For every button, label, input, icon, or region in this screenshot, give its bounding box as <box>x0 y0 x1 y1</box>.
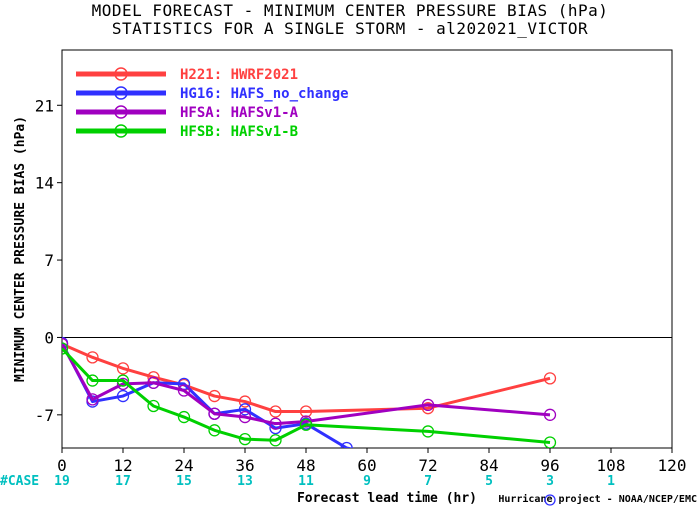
data-point <box>177 384 191 397</box>
legend-marker <box>114 86 128 100</box>
case-count: 1 <box>607 474 615 489</box>
case-count: 3 <box>546 474 554 489</box>
case-count: 19 <box>54 474 70 489</box>
case-count: 15 <box>176 474 192 489</box>
data-point <box>116 362 130 375</box>
legend-label: H221: HWRF2021 <box>180 67 298 83</box>
case-count: 13 <box>237 474 253 489</box>
data-point <box>238 433 252 446</box>
x-tick-label: 60 <box>357 456 376 475</box>
x-tick-label: 48 <box>296 456 315 475</box>
series-line <box>62 342 551 414</box>
data-point <box>269 434 282 447</box>
data-point <box>62 337 69 351</box>
data-point <box>543 436 557 448</box>
x-tick-label: 24 <box>174 456 193 475</box>
case-count: 5 <box>485 474 493 489</box>
case-count: 9 <box>363 474 371 489</box>
x-tick-label: 108 <box>597 456 626 475</box>
data-point <box>421 425 435 438</box>
data-point <box>116 389 130 403</box>
data-point <box>208 407 221 420</box>
data-point <box>269 405 282 418</box>
data-point <box>299 405 313 418</box>
data-point <box>177 410 191 424</box>
data-point <box>238 410 252 424</box>
y-tick-label: 21 <box>35 96 54 115</box>
data-point <box>421 398 435 412</box>
x-tick-label: 12 <box>113 456 132 475</box>
data-point <box>62 342 69 355</box>
x-tick-label: 0 <box>57 456 67 475</box>
series-line <box>62 343 551 426</box>
legend-label: HG16: HAFS_no_change <box>180 86 349 102</box>
data-point <box>208 424 221 437</box>
data-point <box>269 417 282 430</box>
x-tick-label: 84 <box>479 456 498 475</box>
chart-subtitle: STATISTICS FOR A SINGLE STORM - al202021… <box>111 19 589 38</box>
x-axis-label: Forecast lead time (hr) <box>297 491 477 506</box>
data-point <box>147 399 160 413</box>
data-point <box>86 351 99 364</box>
case-label: #CASE <box>0 474 39 489</box>
data-point <box>238 403 252 416</box>
case-count: 7 <box>424 474 432 489</box>
y-tick-label: 14 <box>35 174 54 193</box>
data-point <box>299 418 313 431</box>
x-tick-label: 96 <box>540 456 559 475</box>
legend-label: HFSB: HAFSv1-B <box>180 124 298 140</box>
data-point <box>543 408 557 421</box>
legend-label: HFSA: HAFSv1-A <box>180 105 299 121</box>
data-point <box>421 402 435 415</box>
y-tick-label: 7 <box>44 251 54 270</box>
data-point <box>147 376 160 389</box>
x-tick-label: 120 <box>658 456 687 475</box>
data-point <box>86 393 99 406</box>
data-point <box>208 389 221 403</box>
x-tick-label: 36 <box>235 456 254 475</box>
legend-marker <box>114 124 128 138</box>
data-point <box>116 374 130 387</box>
y-tick-label: 0 <box>44 328 54 347</box>
case-count: 17 <box>115 474 131 489</box>
case-count: 11 <box>298 474 314 489</box>
data-point <box>340 441 353 448</box>
y-axis-label: MINIMUM CENTER PRESSURE BIAS (hPa) <box>13 116 28 382</box>
chart-title: MODEL FORECAST - MINIMUM CENTER PRESSURE… <box>91 1 609 20</box>
series-line <box>62 347 551 444</box>
data-point <box>543 372 557 385</box>
footer-credit: Hurricane project - NOAA/NCEP/EMC <box>498 493 697 505</box>
data-point <box>238 395 252 408</box>
y-tick-label: -7 <box>35 406 54 425</box>
x-tick-label: 72 <box>418 456 437 475</box>
data-point <box>299 415 313 428</box>
data-point-offscale <box>544 494 556 506</box>
data-point <box>86 374 99 387</box>
legend-marker <box>114 67 128 81</box>
legend-marker <box>114 105 128 119</box>
